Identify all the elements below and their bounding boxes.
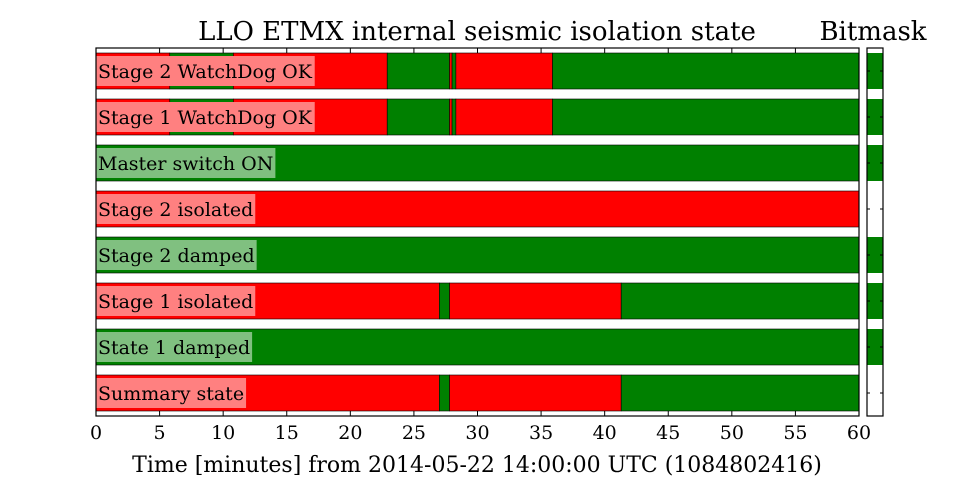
row-label-background	[96, 102, 315, 132]
segment-bar	[451, 52, 457, 90]
segment-bar	[620, 282, 860, 320]
bitmask-frame	[866, 47, 884, 417]
x-tick-label: 50	[720, 422, 744, 444]
row-label: Stage 1 isolated	[98, 291, 253, 313]
x-tick-label: 45	[656, 422, 680, 444]
segment-bar	[620, 374, 860, 412]
chart-title: LLO ETMX internal seismic isolation stat…	[198, 17, 756, 47]
segment-bar	[449, 52, 453, 90]
segment-bar	[449, 374, 622, 412]
bitmask-cell	[867, 99, 883, 135]
segment-bar	[386, 98, 450, 136]
segment-bar	[386, 52, 450, 90]
segment-bar	[439, 374, 450, 412]
segment-bar	[449, 282, 622, 320]
row-label: Summary state	[98, 383, 244, 405]
x-tick-label: 20	[338, 422, 362, 444]
bitmask-panel	[867, 53, 883, 394]
row-label-background	[96, 56, 315, 86]
row-label-background	[96, 378, 247, 408]
row-label-background	[96, 286, 256, 316]
x-axis-label: Time [minutes] from 2014-05-22 14:00:00 …	[132, 453, 822, 478]
x-tick-label: 40	[593, 422, 617, 444]
row-label-background	[96, 332, 253, 362]
row-label-background	[96, 194, 256, 224]
plot-area: Stage 2 WatchDog OK Stage 1 WatchDog OK Ma…	[95, 52, 860, 412]
bitmask-title: Bitmask	[819, 17, 926, 47]
x-tick-label: 25	[402, 422, 426, 444]
segment-bar	[455, 52, 553, 90]
row-label-background	[96, 148, 276, 178]
row-label-background	[96, 240, 257, 270]
row-label: Stage 2 isolated	[98, 199, 253, 221]
x-tick-label: 0	[90, 422, 102, 444]
segment-bar	[449, 98, 453, 136]
segment-bar	[455, 98, 553, 136]
segment-bar	[451, 98, 457, 136]
row-label: Stage 2 damped	[98, 245, 255, 267]
x-tick-label: 30	[465, 422, 489, 444]
x-tick-label: 60	[847, 422, 871, 444]
segment-bar	[439, 282, 450, 320]
x-axis: 0 5 10 15 20 25 30 35 40 45 50 55 60	[90, 47, 884, 444]
x-tick-label: 55	[783, 422, 807, 444]
bitmask-cell	[867, 145, 883, 181]
segment-bar	[552, 52, 860, 90]
bitmask-cell	[867, 53, 883, 89]
bitmask-cell	[867, 329, 883, 365]
bitmask-cell	[867, 283, 883, 319]
row-label: State 1 damped	[98, 337, 250, 359]
segment-bar	[552, 98, 860, 136]
x-tick-label: 15	[275, 422, 299, 444]
bitmask-cell	[867, 237, 883, 273]
x-tick-label: 10	[211, 422, 235, 444]
x-tick-label: 5	[154, 422, 166, 444]
row-label: Stage 2 WatchDog OK	[98, 61, 313, 83]
row-label: Master switch ON	[98, 153, 273, 175]
row-label: Stage 1 WatchDog OK	[98, 107, 313, 129]
x-tick-label: 35	[529, 422, 553, 444]
